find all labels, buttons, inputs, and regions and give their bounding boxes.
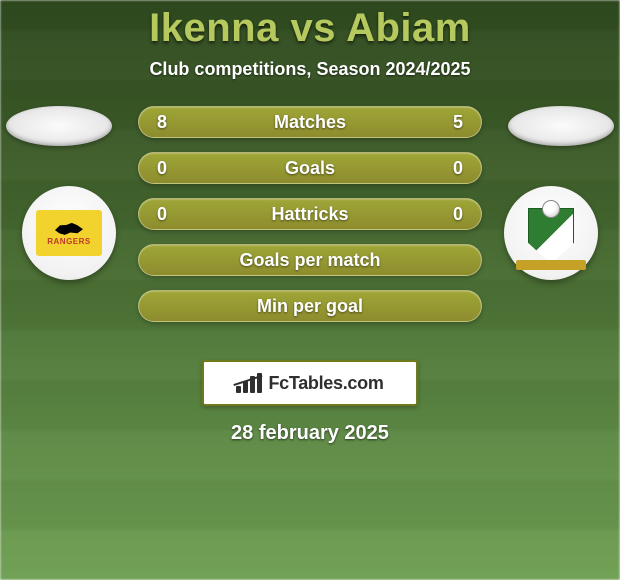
club-left-badge: RANGERS [22, 186, 116, 280]
stat-right-value: 0 [449, 158, 467, 179]
stat-label: Matches [171, 112, 449, 133]
branding-text: FcTables.com [268, 373, 383, 394]
branding-box[interactable]: FcTables.com [202, 360, 418, 406]
player-right-avatar [508, 106, 614, 146]
stat-right-value: 0 [449, 204, 467, 225]
stat-row-goals: 0 Goals 0 [138, 152, 482, 184]
date-text: 28 february 2025 [0, 422, 620, 445]
comparison-card: Ikenna vs Abiam Club competitions, Seaso… [0, 0, 620, 580]
stat-label: Goals [171, 158, 449, 179]
bars-icon [236, 373, 262, 393]
stats-body: RANGERS 8 Matches 5 0 Goals [0, 106, 620, 346]
stat-row-min-per-goal: Min per goal [138, 290, 482, 322]
rangers-label: RANGERS [47, 237, 91, 246]
ball-icon [542, 200, 560, 218]
stat-label: Min per goal [153, 296, 467, 317]
stat-label: Hattricks [171, 204, 449, 225]
stat-right-value: 5 [449, 112, 467, 133]
content-area: Ikenna vs Abiam Club competitions, Seaso… [0, 0, 620, 445]
stat-label: Goals per match [153, 250, 467, 271]
emblem-badge [522, 200, 580, 266]
stat-rows: 8 Matches 5 0 Goals 0 0 Hattricks 0 Goal… [138, 106, 482, 322]
stat-left-value: 0 [153, 204, 171, 225]
panther-icon [55, 221, 83, 237]
stat-row-matches: 8 Matches 5 [138, 106, 482, 138]
rangers-badge: RANGERS [36, 210, 102, 256]
stat-left-value: 8 [153, 112, 171, 133]
stat-left-value: 0 [153, 158, 171, 179]
ribbon-icon [516, 260, 586, 270]
stat-row-goals-per-match: Goals per match [138, 244, 482, 276]
club-right-badge [504, 186, 598, 280]
stat-row-hattricks: 0 Hattricks 0 [138, 198, 482, 230]
player-left-avatar [6, 106, 112, 146]
subtitle: Club competitions, Season 2024/2025 [0, 59, 620, 80]
page-title: Ikenna vs Abiam [0, 6, 620, 51]
